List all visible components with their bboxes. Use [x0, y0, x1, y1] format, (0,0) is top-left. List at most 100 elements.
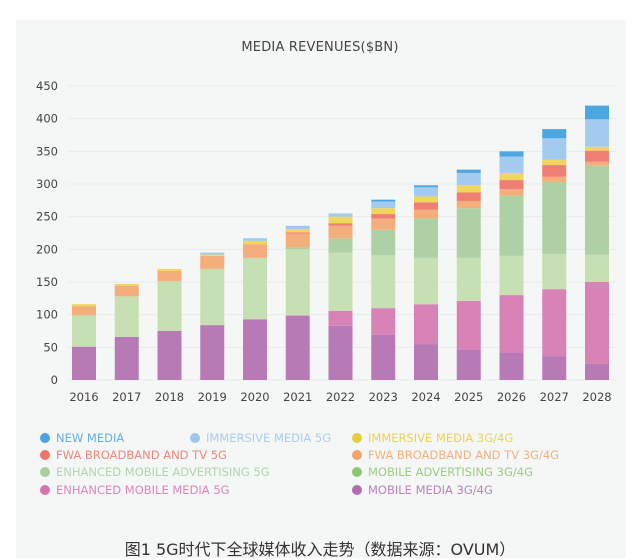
legend-item[interactable]: IMMERSIVE MEDIA 3G/4G [352, 431, 513, 445]
bar-segment [200, 254, 225, 256]
y-tick-label: 450 [36, 79, 58, 93]
bar-segment [542, 165, 567, 177]
legend-item[interactable]: ENHANCED MOBILE MEDIA 5G [40, 483, 230, 497]
bar-segment [585, 146, 609, 151]
y-tick-label: 150 [36, 275, 58, 289]
bar-segment [414, 218, 438, 258]
chart-title: MEDIA REVENUES($BN) [241, 40, 399, 55]
legend-item[interactable]: FWA BROADBAND AND TV 5G [40, 448, 227, 462]
bar-segment [200, 325, 225, 380]
bar-segment [285, 233, 310, 248]
bar-segment [328, 216, 353, 224]
bar-segment [542, 138, 567, 160]
legend-label: ENHANCED MOBILE MEDIA 5G [56, 483, 230, 497]
bar-segment [371, 229, 396, 256]
bar-segment [72, 315, 96, 347]
y-tick-label: 50 [43, 340, 58, 354]
figure-caption: 图1 5G时代下全球媒体收入走势（数据来源：OVUM） [124, 540, 516, 559]
bar-segment [328, 252, 353, 311]
y-tick-label: 200 [36, 242, 58, 256]
bar-segment [114, 296, 139, 337]
legend-item[interactable]: ENHANCED MOBILE ADVERTISING 5G [40, 465, 270, 479]
legend-dot-icon [40, 433, 50, 443]
bar-segment [456, 257, 481, 301]
bar-segment [542, 176, 567, 183]
bar-segment [499, 151, 524, 157]
legend-dot-icon [352, 450, 362, 460]
bar-segment [585, 161, 609, 166]
x-tick-label: 2025 [454, 390, 483, 404]
bar-segment [414, 187, 438, 197]
legend-label: NEW MEDIA [56, 431, 125, 445]
y-tick-label: 300 [36, 177, 58, 191]
legend-item[interactable]: NEW MEDIA [40, 431, 124, 445]
x-tick-label: 2019 [198, 390, 227, 404]
legend-dot-icon [352, 467, 362, 477]
bar-segment [499, 156, 524, 173]
legend-item[interactable]: IMMERSIVE MEDIA 5G [190, 431, 331, 445]
bar-segment [200, 252, 225, 255]
bar-segment [542, 356, 567, 380]
x-tick-label: 2026 [497, 390, 526, 404]
legend-dot-icon [352, 433, 362, 443]
bar-segment [114, 283, 139, 286]
legend-item[interactable]: MOBILE ADVERTISING 3G/4G [352, 465, 533, 479]
x-tick-label: 2022 [326, 390, 355, 404]
stacked-bar-chart: 0 50 100 150 200 250 300 350 400 450 2016 2017 2018 2… [36, 79, 616, 404]
legend-label: IMMERSIVE MEDIA 5G [206, 431, 332, 445]
bar-segment [456, 169, 481, 173]
bar-segment [243, 238, 267, 241]
bar-segment [285, 315, 310, 316]
bar-segment [157, 268, 182, 271]
bar-segment [499, 180, 524, 190]
bar-segment [371, 308, 396, 335]
x-tick-label: 2020 [240, 390, 269, 404]
bar-segment [328, 223, 353, 226]
bar-segment [585, 119, 609, 147]
bar-segment [285, 232, 310, 234]
legend-label: MOBILE MEDIA 3G/4G [368, 483, 493, 497]
bar-segment [414, 196, 438, 203]
bar-segment [371, 214, 396, 219]
bar-segment [243, 240, 267, 245]
x-tick-label: 2027 [540, 390, 569, 404]
bar-segment [371, 218, 396, 230]
bar-segment [285, 249, 310, 316]
legend-dot-icon [40, 450, 50, 460]
bar-segment [542, 289, 567, 357]
legend-item[interactable]: FWA BROADBAND AND TV 3G/4G [352, 448, 559, 462]
bar-segment [499, 189, 524, 196]
y-tick-label: 0 [51, 373, 58, 387]
bar-segment [72, 304, 96, 307]
bar-segment [499, 195, 524, 256]
y-tick-label: 100 [36, 308, 58, 322]
legend-label: MOBILE ADVERTISING 3G/4G [368, 465, 533, 479]
bar-segment [285, 315, 310, 380]
bar-segment [585, 105, 609, 120]
x-tick-label: 2016 [69, 390, 98, 404]
bar-segment [456, 185, 481, 193]
bar-segment [371, 255, 396, 309]
legend-item[interactable]: MOBILE MEDIA 3G/4G [352, 483, 493, 497]
bar-segment [585, 165, 609, 255]
bar-segment [542, 129, 567, 139]
bar-segment [542, 253, 567, 290]
bar-segment [456, 192, 481, 201]
legend-label: ENHANCED MOBILE ADVERTISING 5G [56, 465, 270, 479]
legend-label: IMMERSIVE MEDIA 3G/4G [368, 431, 514, 445]
bar-segment [371, 334, 396, 380]
x-tick-label: 2023 [369, 390, 398, 404]
bar-segment [200, 255, 225, 269]
bar-segment [72, 346, 96, 380]
legend-dot-icon [190, 433, 200, 443]
bar-segment [499, 255, 524, 296]
bar-segment [499, 352, 524, 380]
legend-dot-icon [40, 485, 50, 495]
bar-segment [328, 325, 353, 380]
bar-segment [414, 344, 438, 380]
bar-segment [456, 200, 481, 209]
bar-segment [371, 208, 396, 215]
y-tick-label: 350 [36, 144, 58, 158]
bar-segment [243, 257, 267, 320]
y-tick-label: 250 [36, 210, 58, 224]
